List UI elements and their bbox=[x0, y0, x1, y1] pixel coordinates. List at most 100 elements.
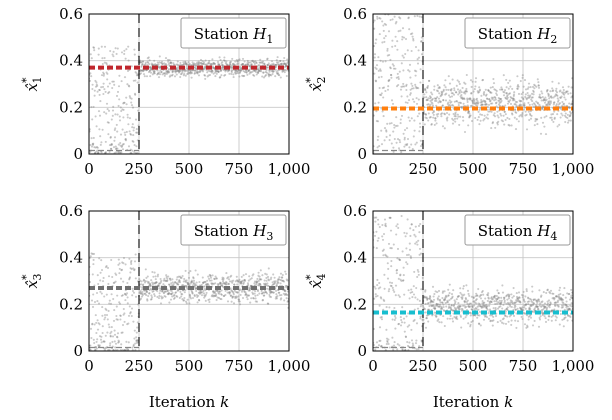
scatter-point bbox=[247, 279, 250, 282]
scatter-point bbox=[562, 103, 565, 106]
scatter-point bbox=[222, 285, 225, 288]
scatter-point bbox=[505, 92, 508, 95]
scatter-point bbox=[392, 67, 396, 70]
scatter-point bbox=[378, 93, 382, 96]
scatter-point bbox=[562, 325, 565, 328]
scatter-point bbox=[513, 103, 516, 106]
scatter-point bbox=[123, 101, 126, 104]
scatter-point bbox=[562, 304, 565, 307]
scatter-point bbox=[516, 75, 519, 78]
scatter-point bbox=[480, 113, 484, 116]
scatter-point bbox=[450, 95, 454, 98]
scatter-point bbox=[388, 138, 391, 142]
scatter-point bbox=[542, 308, 545, 311]
scatter-point bbox=[480, 291, 484, 294]
scatter-point bbox=[195, 284, 198, 287]
scatter-point bbox=[448, 305, 451, 308]
scatter-point bbox=[558, 295, 561, 298]
scatter-point bbox=[284, 65, 287, 68]
x-tick-label: 750 bbox=[225, 357, 254, 375]
scatter-point bbox=[153, 59, 156, 62]
scatter-point bbox=[244, 69, 248, 72]
scatter-point bbox=[438, 299, 441, 302]
scatter-point bbox=[439, 301, 442, 304]
y-axis-label: x̂*4 bbox=[304, 274, 328, 289]
scatter-point bbox=[523, 306, 526, 309]
scatter-point bbox=[94, 346, 97, 349]
y-tick-label: 0.2 bbox=[59, 295, 83, 313]
scatter-point bbox=[211, 66, 214, 69]
scatter-point bbox=[283, 299, 286, 302]
scatter-point bbox=[407, 289, 410, 292]
scatter-point bbox=[395, 76, 398, 79]
scatter-point bbox=[402, 266, 405, 269]
scatter-point bbox=[245, 293, 248, 296]
scatter-point bbox=[550, 118, 554, 122]
scatter-point bbox=[171, 291, 174, 294]
scatter-point bbox=[222, 66, 225, 69]
scatter-point bbox=[563, 93, 566, 96]
scatter-point bbox=[529, 303, 532, 307]
scatter-point bbox=[468, 306, 471, 309]
scatter-point bbox=[150, 68, 153, 71]
scatter-point bbox=[95, 83, 98, 86]
scatter-point bbox=[217, 291, 220, 294]
scatter-point bbox=[523, 79, 527, 82]
y-tick-label: 0 bbox=[73, 342, 83, 360]
scatter-point bbox=[283, 62, 286, 65]
scatter-point bbox=[447, 303, 451, 306]
scatter-point bbox=[263, 284, 266, 287]
scatter-point bbox=[255, 283, 258, 286]
scatter-point bbox=[428, 305, 431, 308]
scatter-point bbox=[225, 283, 228, 286]
scatter-point bbox=[90, 336, 93, 340]
scatter-point bbox=[460, 107, 464, 110]
scatter-point bbox=[167, 283, 171, 286]
scatter-point bbox=[393, 15, 396, 18]
scatter-point bbox=[96, 328, 100, 331]
scatter-point bbox=[229, 66, 232, 69]
scatter-point bbox=[237, 59, 240, 62]
scatter-point bbox=[238, 300, 241, 303]
scatter-point bbox=[544, 305, 547, 308]
scatter-point bbox=[392, 243, 395, 246]
scatter-point bbox=[398, 141, 402, 144]
scatter-point bbox=[284, 292, 287, 295]
scatter-point bbox=[544, 317, 547, 320]
x-tick-label: 750 bbox=[509, 160, 538, 178]
scatter-point bbox=[128, 305, 131, 308]
scatter-point bbox=[95, 340, 98, 343]
scatter-point bbox=[267, 72, 270, 75]
scatter-point bbox=[461, 296, 464, 299]
scatter-point bbox=[475, 294, 479, 297]
scatter-point bbox=[159, 67, 162, 70]
scatter-point bbox=[451, 320, 455, 323]
scatter-point bbox=[389, 18, 392, 22]
scatter-point bbox=[518, 104, 521, 107]
scatter-point bbox=[94, 115, 97, 118]
scatter-point bbox=[405, 144, 408, 147]
scatter-point bbox=[555, 94, 558, 97]
scatter-point bbox=[559, 292, 562, 296]
scatter-point bbox=[195, 70, 198, 74]
scatter-point bbox=[123, 131, 126, 134]
scatter-point bbox=[480, 305, 483, 308]
scatter-point bbox=[204, 77, 207, 80]
scatter-point bbox=[448, 299, 451, 302]
scatter-point bbox=[497, 103, 501, 106]
scatter-point bbox=[94, 79, 97, 82]
scatter-point bbox=[155, 281, 158, 284]
scatter-point bbox=[532, 90, 535, 93]
scatter-point bbox=[142, 278, 146, 281]
scatter-point bbox=[516, 83, 520, 87]
scatter-point bbox=[223, 282, 227, 285]
scatter-point bbox=[122, 142, 125, 146]
scatter-point bbox=[460, 293, 463, 296]
scatter-point bbox=[147, 281, 150, 284]
scatter-point bbox=[97, 151, 100, 154]
scatter-point bbox=[378, 304, 381, 307]
scatter-point bbox=[119, 133, 123, 136]
scatter-point bbox=[198, 299, 201, 302]
scatter-point bbox=[108, 299, 111, 302]
scatter-point bbox=[543, 97, 546, 101]
